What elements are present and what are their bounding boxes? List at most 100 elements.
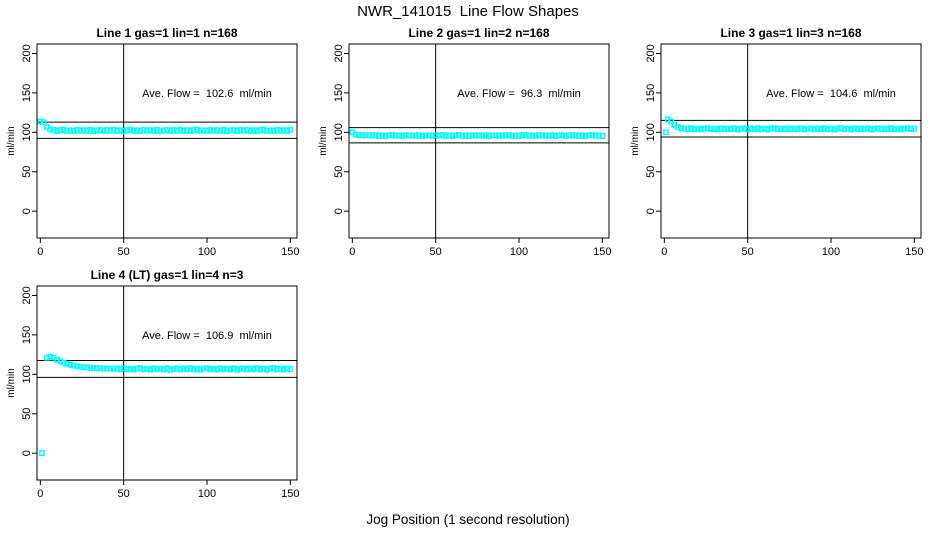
data-point bbox=[50, 126, 57, 133]
data-point bbox=[227, 366, 234, 373]
data-point bbox=[811, 126, 818, 133]
x-tick-label: 0 bbox=[37, 488, 43, 500]
y-tick-label: 0 bbox=[333, 208, 345, 214]
y-axis-label: ml/min bbox=[630, 126, 641, 155]
plot-box bbox=[348, 43, 610, 239]
data-point bbox=[130, 127, 137, 134]
data-point bbox=[741, 125, 748, 132]
data-point bbox=[90, 128, 97, 135]
data-point bbox=[180, 365, 187, 372]
plot-box bbox=[36, 43, 298, 239]
data-point bbox=[44, 354, 50, 361]
data-point bbox=[681, 125, 688, 132]
data-point bbox=[174, 127, 180, 134]
data-point bbox=[841, 126, 848, 133]
data-point bbox=[904, 125, 911, 132]
data-point bbox=[798, 125, 804, 132]
data-point bbox=[164, 127, 170, 133]
data-point bbox=[439, 132, 446, 138]
data-point bbox=[170, 365, 177, 372]
data-point bbox=[157, 128, 164, 135]
data-point bbox=[758, 126, 764, 133]
data-point bbox=[858, 125, 864, 132]
data-point bbox=[891, 126, 898, 133]
data-point bbox=[124, 366, 130, 373]
data-point bbox=[724, 125, 731, 132]
data-point bbox=[237, 127, 244, 133]
data-point bbox=[362, 132, 369, 139]
data-point bbox=[774, 126, 781, 133]
panel-title: Line 3 gas=1 lin=3 n=168 bbox=[720, 26, 861, 40]
chart-title: NWR_141015 Line Flow Shapes bbox=[357, 3, 579, 20]
data-point bbox=[701, 125, 708, 132]
data-point bbox=[678, 125, 684, 131]
data-point bbox=[489, 132, 496, 139]
data-point bbox=[264, 127, 270, 134]
data-point bbox=[200, 127, 207, 134]
data-point bbox=[80, 364, 87, 371]
y-tick-label: 150 bbox=[645, 84, 657, 102]
data-point bbox=[881, 125, 888, 132]
y-tick-label: 0 bbox=[21, 208, 33, 214]
ave-flow-annotation: Ave. Flow = 102.6 ml/min bbox=[142, 88, 272, 100]
data-point bbox=[210, 365, 217, 372]
data-point bbox=[422, 132, 429, 139]
data-point bbox=[187, 365, 194, 372]
data-point bbox=[814, 125, 821, 132]
data-point bbox=[57, 358, 64, 365]
data-point bbox=[237, 365, 244, 372]
data-point bbox=[469, 132, 476, 138]
data-point bbox=[220, 126, 227, 133]
data-point bbox=[519, 132, 526, 139]
data-point bbox=[177, 126, 184, 133]
data-point bbox=[87, 364, 94, 371]
data-point bbox=[127, 365, 134, 372]
data-point bbox=[270, 365, 277, 371]
data-point bbox=[60, 126, 67, 133]
line-3-plot: 0 50 100 150 0 50 100 150 200 ml/min Line 3 gas=1 … bbox=[630, 26, 924, 258]
data-point bbox=[691, 126, 698, 133]
data-point bbox=[167, 128, 174, 134]
data-point bbox=[84, 128, 90, 134]
data-point bbox=[107, 365, 114, 372]
data-point bbox=[117, 366, 124, 373]
data-point bbox=[224, 365, 230, 372]
data-point bbox=[64, 360, 70, 367]
data-point bbox=[244, 126, 250, 133]
data-point bbox=[761, 125, 768, 132]
data-point bbox=[287, 126, 294, 133]
data-point bbox=[214, 127, 220, 134]
data-point bbox=[871, 125, 878, 132]
x-tick-label: 150 bbox=[281, 246, 299, 258]
data-point bbox=[851, 125, 858, 132]
data-point bbox=[492, 132, 499, 139]
data-point bbox=[824, 126, 831, 133]
data-point bbox=[419, 133, 426, 140]
data-point bbox=[80, 127, 87, 134]
data-point bbox=[592, 132, 599, 139]
data-point bbox=[754, 125, 761, 132]
data-point bbox=[569, 132, 576, 139]
data-point bbox=[234, 366, 240, 373]
data-point bbox=[396, 132, 402, 139]
data-point bbox=[234, 128, 240, 134]
y-tick-label: 150 bbox=[21, 326, 33, 344]
data-point bbox=[416, 132, 422, 138]
data-point bbox=[160, 127, 167, 134]
y-axis-label: ml/min bbox=[6, 126, 17, 155]
data-point bbox=[270, 128, 277, 134]
data-point bbox=[240, 365, 247, 372]
data-point bbox=[194, 126, 200, 133]
data-point bbox=[194, 365, 200, 372]
data-point bbox=[217, 128, 224, 134]
x-tick-label: 100 bbox=[198, 246, 216, 258]
data-point bbox=[771, 125, 778, 132]
data-point bbox=[254, 128, 260, 135]
data-point bbox=[154, 126, 160, 133]
data-point bbox=[107, 127, 114, 134]
data-point bbox=[884, 126, 891, 133]
data-point bbox=[562, 133, 569, 139]
data-point bbox=[768, 125, 774, 132]
data-point bbox=[804, 125, 811, 132]
data-point bbox=[509, 133, 516, 139]
